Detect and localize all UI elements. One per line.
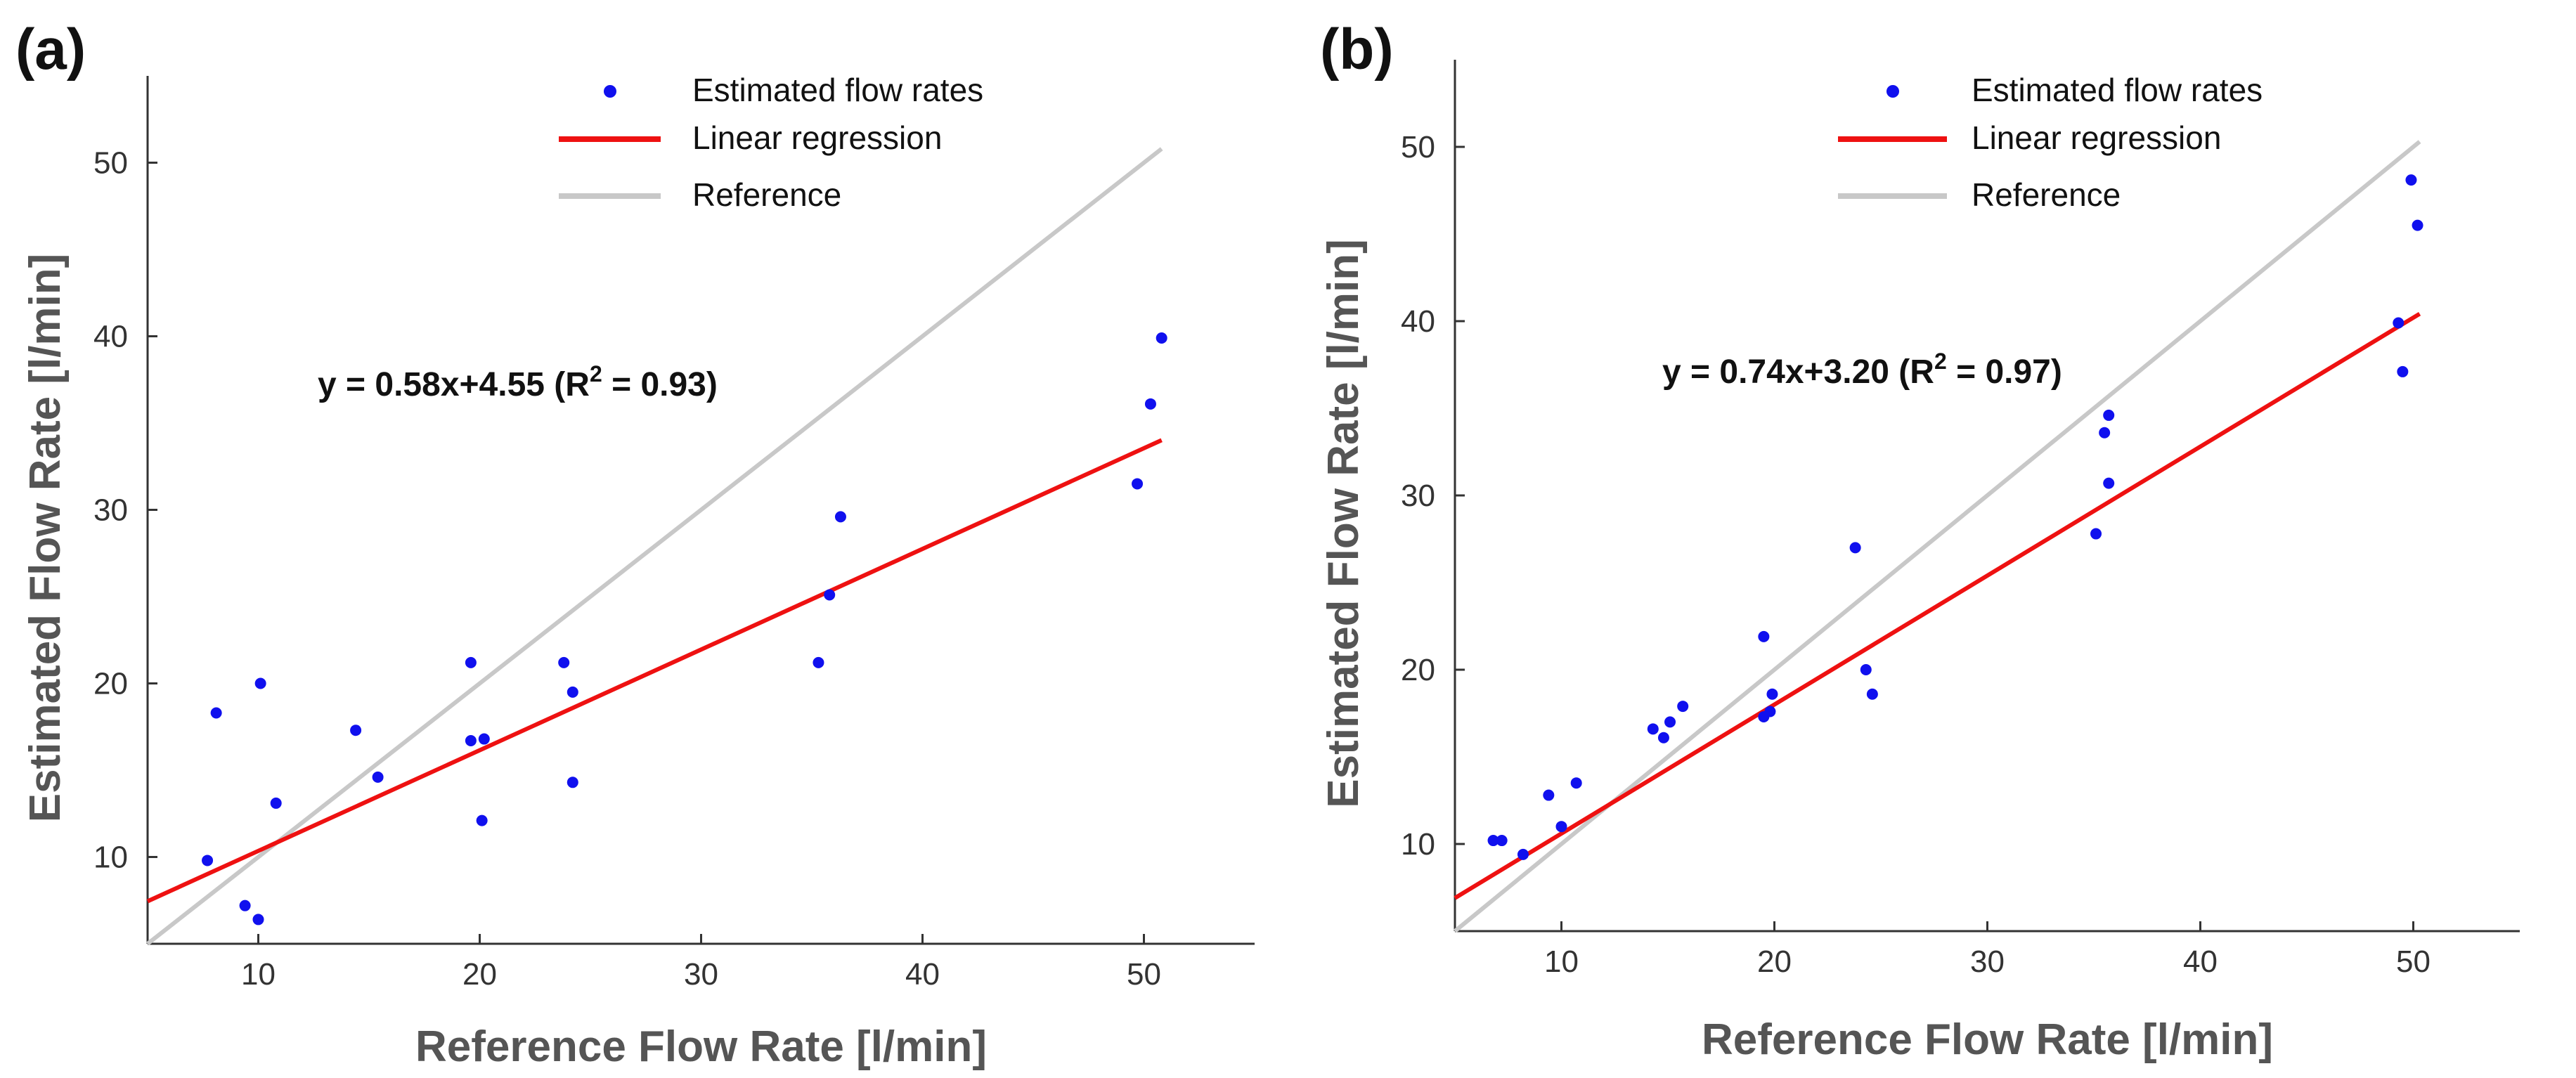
x-tick-label: 40 bbox=[905, 957, 940, 992]
data-point bbox=[254, 677, 266, 689]
x-tick-label: 50 bbox=[1127, 957, 1161, 992]
regression-equation: y = 0.58x+4.55 (R2 = 0.93) bbox=[318, 361, 718, 403]
y-tick-label: 50 bbox=[93, 146, 128, 181]
legend-label-reference: Reference bbox=[692, 176, 841, 213]
x-tick-label: 20 bbox=[1757, 944, 1792, 979]
x-tick-label: 50 bbox=[2396, 944, 2431, 979]
data-point bbox=[1570, 777, 1582, 789]
legend-label-points: Estimated flow rates bbox=[692, 72, 983, 108]
y-tick-label: 40 bbox=[1401, 304, 1435, 339]
x-tick-label: 10 bbox=[1544, 944, 1579, 979]
data-point bbox=[2099, 427, 2111, 439]
reference-line bbox=[146, 147, 1163, 946]
data-point bbox=[1866, 688, 1878, 700]
legend-marker-points bbox=[604, 85, 616, 98]
data-point bbox=[2103, 477, 2115, 489]
data-point bbox=[1156, 332, 1167, 344]
x-tick-label: 40 bbox=[2183, 944, 2218, 979]
legend-label-regression: Linear regression bbox=[1972, 119, 2221, 156]
panel-label: (a) bbox=[15, 18, 86, 82]
y-axis-title: Estimated Flow Rate [l/min] bbox=[21, 254, 70, 823]
legend: Estimated flow rates Linear regression Ref… bbox=[559, 72, 983, 213]
data-point bbox=[2090, 528, 2102, 540]
regression-equation: y = 0.74x+3.20 (R2 = 0.97) bbox=[1662, 349, 2062, 391]
data-point bbox=[270, 797, 282, 809]
equation-suffix: = 0.93) bbox=[602, 366, 718, 403]
y-tick-label: 20 bbox=[1401, 653, 1435, 687]
data-point bbox=[372, 771, 384, 783]
equation-prefix: y = 0.58x+4.55 (R bbox=[318, 366, 590, 403]
data-point bbox=[2412, 219, 2423, 231]
data-point bbox=[1849, 542, 1861, 554]
data-point bbox=[1657, 732, 1669, 743]
panel-label: (b) bbox=[1320, 18, 1394, 82]
legend-label-regression: Linear regression bbox=[692, 119, 942, 156]
x-axis-title: Reference Flow Rate [l/min] bbox=[415, 1022, 987, 1071]
data-point bbox=[824, 589, 836, 601]
data-point bbox=[1677, 701, 1689, 713]
data-point bbox=[1496, 835, 1508, 847]
y-tick-label: 30 bbox=[93, 493, 128, 528]
y-tick-label: 30 bbox=[1401, 479, 1435, 513]
x-tick-label: 30 bbox=[1970, 944, 2005, 979]
data-point bbox=[239, 900, 251, 911]
y-tick-label: 10 bbox=[93, 840, 128, 875]
data-point bbox=[252, 914, 264, 926]
x-tick-label: 30 bbox=[684, 957, 718, 992]
data-point bbox=[558, 656, 570, 668]
data-point bbox=[1144, 398, 1156, 410]
data-point bbox=[1764, 706, 1776, 717]
x-axis-title: Reference Flow Rate [l/min] bbox=[1702, 1015, 2273, 1064]
y-axis-title: Estimated Flow Rate [l/min] bbox=[1319, 239, 1368, 808]
x-tick-label: 10 bbox=[241, 957, 276, 992]
data-point bbox=[465, 656, 477, 668]
data-point bbox=[1664, 716, 1676, 728]
panel-b: (b) 10 20 30 40 50 10 20 30 40 50 Reference Flow Ra… bbox=[1319, 18, 2520, 1064]
legend-label-reference: Reference bbox=[1972, 176, 2121, 213]
data-point bbox=[1758, 630, 1770, 642]
data-point bbox=[1766, 688, 1778, 700]
data-point bbox=[210, 707, 222, 719]
data-point bbox=[2405, 174, 2417, 186]
data-point bbox=[465, 735, 477, 747]
equation-superscript: 2 bbox=[590, 361, 602, 387]
legend-marker-points bbox=[1886, 85, 1899, 98]
equation-prefix: y = 0.74x+3.20 (R bbox=[1662, 353, 1934, 391]
data-point bbox=[2103, 409, 2115, 421]
y-tick-label: 50 bbox=[1401, 130, 1435, 164]
data-point bbox=[1517, 848, 1529, 860]
x-tick-label: 20 bbox=[462, 957, 497, 992]
data-point bbox=[834, 511, 846, 523]
panel-a: (a) 10 20 30 40 50 10 20 30 40 50 Reference Flow Ra… bbox=[15, 18, 1255, 1071]
regression-line bbox=[1454, 311, 2421, 900]
data-point bbox=[476, 814, 488, 826]
y-tick-label: 20 bbox=[93, 667, 128, 701]
data-point bbox=[1543, 789, 1555, 801]
regression-line bbox=[146, 438, 1163, 904]
data-point bbox=[1647, 723, 1659, 735]
data-point bbox=[202, 855, 214, 866]
equation-superscript: 2 bbox=[1934, 349, 1947, 374]
data-point bbox=[567, 686, 578, 698]
y-tick-label: 10 bbox=[1401, 827, 1435, 862]
data-point bbox=[350, 725, 362, 736]
legend: Estimated flow rates Linear regression Ref… bbox=[1838, 72, 2263, 213]
data-point bbox=[1487, 835, 1499, 847]
data-point bbox=[813, 656, 824, 668]
data-point bbox=[478, 733, 490, 745]
data-point bbox=[567, 777, 578, 788]
data-point bbox=[1555, 821, 1567, 833]
legend-label-points: Estimated flow rates bbox=[1972, 72, 2263, 108]
data-point bbox=[1860, 664, 1872, 675]
data-point bbox=[2393, 317, 2405, 329]
data-point bbox=[2397, 365, 2409, 377]
data-point bbox=[1132, 478, 1144, 490]
y-tick-label: 40 bbox=[93, 320, 128, 354]
equation-suffix: = 0.97) bbox=[1947, 353, 2062, 391]
